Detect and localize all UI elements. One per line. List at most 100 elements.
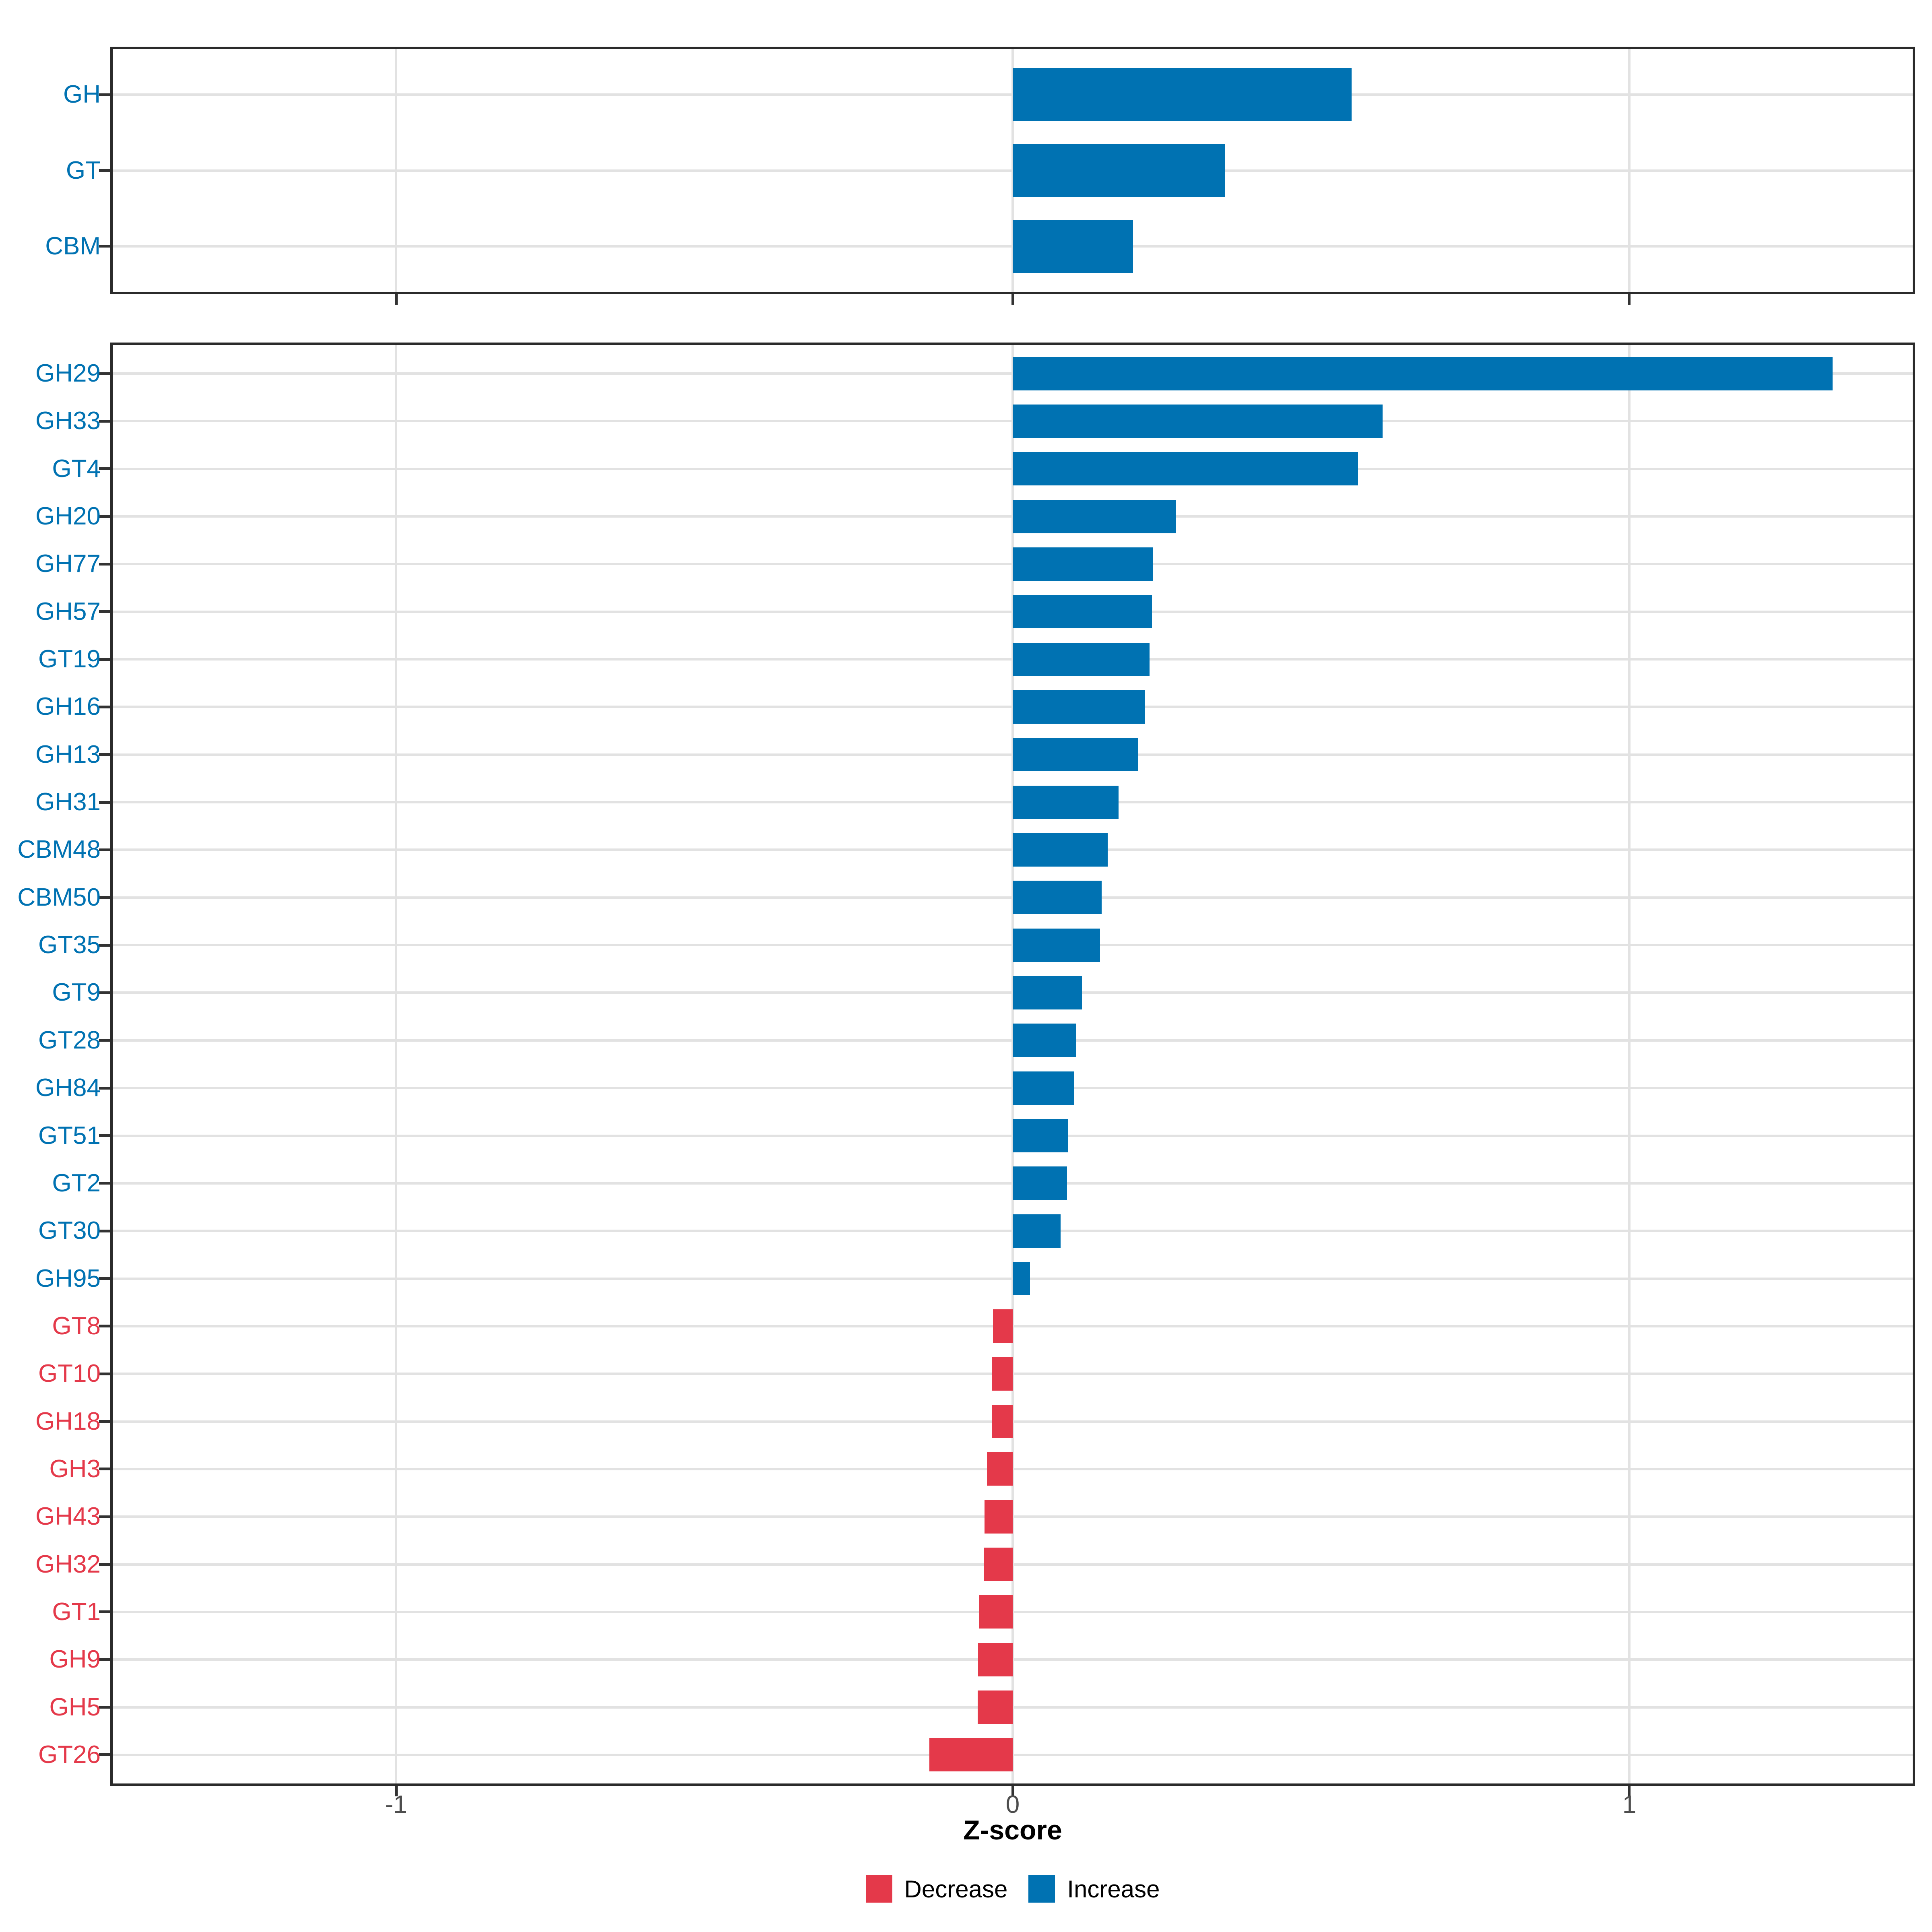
y-axis-label-GH31: GH31 [35,788,101,816]
bar-GH20 [1013,500,1176,533]
y-tick-GH [99,93,110,96]
bar-GH43 [985,1500,1013,1534]
x-axis-title: Z-score [963,1815,1062,1845]
y-axis-label-CBM: CBM [45,232,101,260]
y-tick-GH31 [99,801,110,804]
x-tick--1 [395,1786,398,1796]
y-tick-CBM48 [99,848,110,851]
bar-GH [1013,68,1352,121]
y-axis-label-GH29: GH29 [35,359,101,387]
y-axis-label-GT30: GT30 [38,1217,101,1245]
gridline-x-1 [395,345,397,1783]
bar-GT8 [993,1309,1013,1343]
decrease-swatch-icon [865,1875,892,1903]
y-tick-GH9 [99,1658,110,1661]
y-tick-GH13 [99,753,110,756]
bar-GH29 [1013,357,1833,390]
y-axis-label-GH84: GH84 [35,1074,101,1102]
bar-GH31 [1013,786,1119,819]
y-axis-label-GT8: GT8 [52,1312,101,1340]
y-tick-GT19 [99,658,110,661]
bar-GT1 [979,1595,1013,1629]
y-tick-GH77 [99,563,110,566]
legend: Decrease Increase [113,1871,1913,1907]
bar-CBM48 [1013,833,1108,867]
bar-GT4 [1013,452,1358,485]
x-tick-1 [1628,1786,1631,1796]
y-tick-GT30 [99,1230,110,1232]
y-tick-GH5 [99,1706,110,1709]
bar-GH9 [978,1643,1013,1676]
y-axis-label-GH13: GH13 [35,741,101,768]
x-tick-label--1: -1 [385,1791,407,1818]
y-axis-label-GT35: GT35 [38,931,101,959]
y-tick-GH95 [99,1277,110,1280]
y-axis-label-GT2: GT2 [52,1169,101,1197]
top-panel-families [110,47,1915,294]
y-tick-GT10 [99,1373,110,1375]
y-axis-label-GT4: GT4 [52,455,101,483]
y-axis-label-GT28: GT28 [38,1026,101,1054]
y-axis-label-CBM50: CBM50 [17,883,101,911]
gridline-row-GH18 [113,1420,1913,1423]
y-tick-GH43 [99,1515,110,1518]
bar-GT19 [1013,643,1150,676]
y-axis-label-GH18: GH18 [35,1408,101,1435]
gridline-row-GT10 [113,1373,1913,1375]
gridline-row-GT26 [113,1754,1913,1756]
gridline-row-GH5 [113,1706,1913,1709]
y-axis-label-GH77: GH77 [35,550,101,578]
bar-GH33 [1013,405,1383,438]
bar-CBM [1013,220,1133,273]
x-tick-1 [1628,294,1631,305]
x-tick-label-1: 1 [1622,1791,1637,1818]
y-tick-GT1 [99,1610,110,1613]
bar-GT51 [1013,1119,1068,1152]
gridline-row-GH3 [113,1468,1913,1470]
gridline-row-GT1 [113,1611,1913,1613]
legend-label-increase: Increase [1067,1875,1160,1903]
bar-GT10 [992,1357,1013,1391]
y-tick-GT9 [99,991,110,994]
bar-GT30 [1013,1214,1061,1248]
y-tick-GH32 [99,1563,110,1566]
increase-swatch-icon [1028,1875,1055,1903]
legend-item-increase: Increase [1028,1875,1160,1903]
bar-GT9 [1013,976,1082,1009]
y-axis-label-GH16: GH16 [35,693,101,720]
y-tick-GT51 [99,1134,110,1137]
y-tick-GT35 [99,944,110,947]
bottom-panel-subfamilies [110,343,1915,1786]
bar-GH5 [978,1690,1013,1724]
y-axis-label-GH3: GH3 [49,1455,101,1483]
y-axis-label-GT1: GT1 [52,1598,101,1626]
y-tick-GH3 [99,1468,110,1470]
bar-GH57 [1013,595,1152,628]
x-tick-0 [1011,294,1014,305]
y-tick-GT2 [99,1182,110,1185]
bar-GT [1013,144,1225,197]
y-tick-GH16 [99,706,110,708]
bar-GH13 [1013,738,1138,771]
bar-GT2 [1013,1166,1067,1200]
gridline-row-GH9 [113,1658,1913,1661]
y-axis-label-CBM48: CBM48 [17,836,101,863]
y-axis-label-GH43: GH43 [35,1503,101,1530]
y-axis-label-GH57: GH57 [35,598,101,625]
y-tick-GH33 [99,420,110,423]
x-tick--1 [395,294,398,305]
gridline-x0 [1011,345,1014,1783]
y-tick-GT28 [99,1039,110,1042]
y-axis-label-GH32: GH32 [35,1550,101,1578]
legend-label-decrease: Decrease [904,1875,1008,1903]
legend-item-decrease: Decrease [865,1875,1008,1903]
bar-GH3 [987,1452,1013,1486]
y-tick-GH29 [99,372,110,375]
y-axis-label-GT19: GT19 [38,645,101,673]
y-tick-GT [99,169,110,172]
bar-GT35 [1013,929,1100,962]
bar-GT26 [929,1738,1013,1771]
bar-GH32 [984,1548,1013,1581]
y-tick-GT26 [99,1753,110,1756]
